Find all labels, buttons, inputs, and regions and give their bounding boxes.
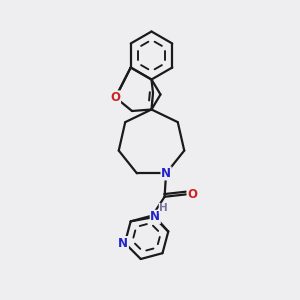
Text: N: N [150, 210, 160, 224]
Text: O: O [110, 91, 121, 104]
Text: N: N [161, 167, 171, 180]
Text: O: O [187, 188, 197, 201]
Text: H: H [159, 203, 168, 214]
Text: N: N [118, 237, 128, 250]
